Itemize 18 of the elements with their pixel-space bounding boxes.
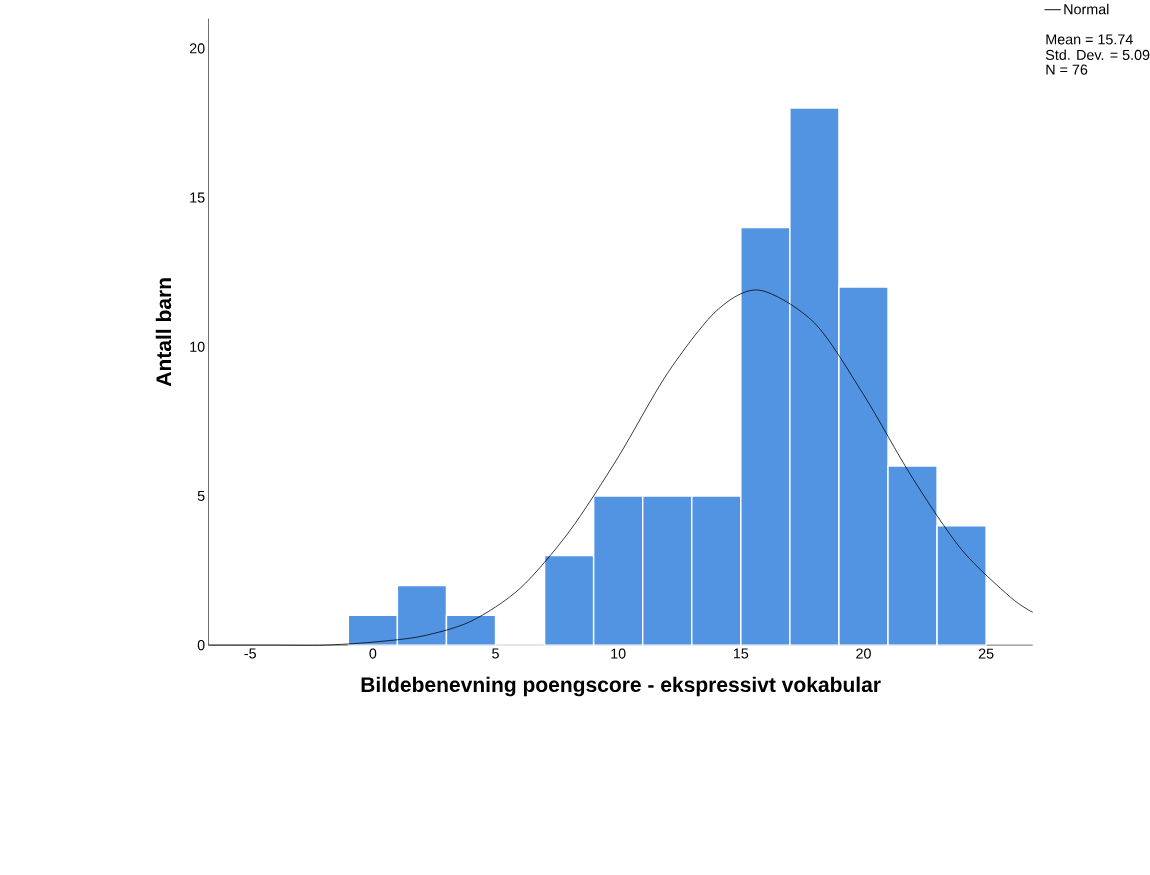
y-tick-label: 5 [197, 491, 205, 502]
y-tick-label: 15 [190, 192, 205, 203]
y-tick-label: 20 [189, 43, 205, 54]
x-tick-label: 10 [611, 648, 626, 659]
y-axis-title: Antall barn [155, 278, 172, 387]
y-tick-label: 0 [197, 640, 205, 651]
text: Std. Dev. = 5.09 [1045, 49, 1150, 61]
x-tick-label: -5 [244, 648, 256, 659]
x-tick-label: 0 [369, 648, 377, 659]
x-tick-label: 5 [492, 648, 499, 659]
x-tick-label: 15 [733, 648, 749, 659]
x-tick-label: 20 [856, 648, 871, 659]
x-axis-title: Bildebenevning poengscore - ekspressivt vokabular [361, 676, 881, 697]
y-tick-label: 10 [190, 341, 205, 352]
x-tick-label: 25 [978, 648, 994, 659]
legend-label: Normal [1064, 3, 1109, 15]
text: N = 76 [1046, 64, 1088, 75]
text: Mean = 15.74 [1046, 34, 1133, 45]
